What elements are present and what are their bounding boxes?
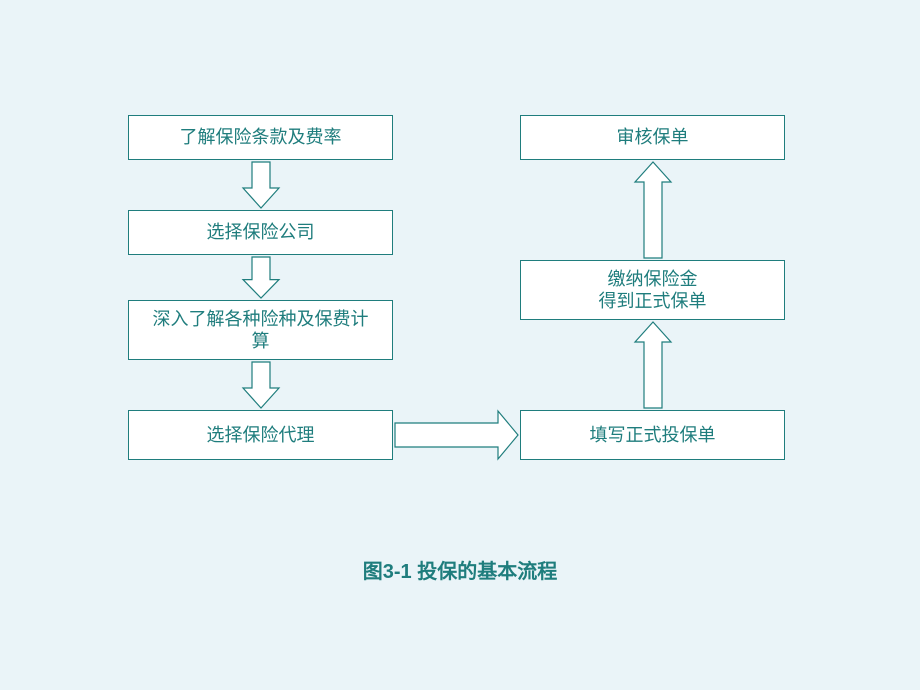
- arrow-down-icon: [243, 362, 279, 408]
- node-n7: 审核保单: [520, 115, 785, 160]
- caption-text: 图3-1 投保的基本流程: [363, 561, 557, 583]
- flowchart-canvas: 了解保险条款及费率 选择保险公司 深入了解各种险种及保费计 算 选择保险代理 填…: [0, 0, 920, 690]
- node-label: 了解保险条款及费率: [180, 126, 342, 149]
- node-label: 缴纳保险金 得到正式保单: [599, 268, 707, 313]
- arrow-down-icon: [243, 257, 279, 298]
- arrow-up-icon: [635, 322, 671, 408]
- node-n6: 缴纳保险金 得到正式保单: [520, 260, 785, 320]
- node-n1: 了解保险条款及费率: [128, 115, 393, 160]
- node-n2: 选择保险公司: [128, 210, 393, 255]
- node-label: 选择保险代理: [207, 424, 315, 447]
- node-n3: 深入了解各种险种及保费计 算: [128, 300, 393, 360]
- node-label: 选择保险公司: [207, 221, 315, 244]
- figure-caption: 图3-1 投保的基本流程: [300, 555, 620, 584]
- node-label: 深入了解各种险种及保费计 算: [153, 308, 369, 353]
- arrow-down-icon: [243, 162, 279, 208]
- node-label: 审核保单: [617, 126, 689, 149]
- node-n5: 填写正式投保单: [520, 410, 785, 460]
- arrow-up-icon: [635, 162, 671, 258]
- node-label: 填写正式投保单: [590, 424, 716, 447]
- arrow-right-icon: [395, 411, 518, 459]
- node-n4: 选择保险代理: [128, 410, 393, 460]
